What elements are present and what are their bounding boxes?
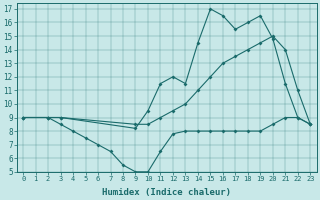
X-axis label: Humidex (Indice chaleur): Humidex (Indice chaleur)	[102, 188, 231, 197]
